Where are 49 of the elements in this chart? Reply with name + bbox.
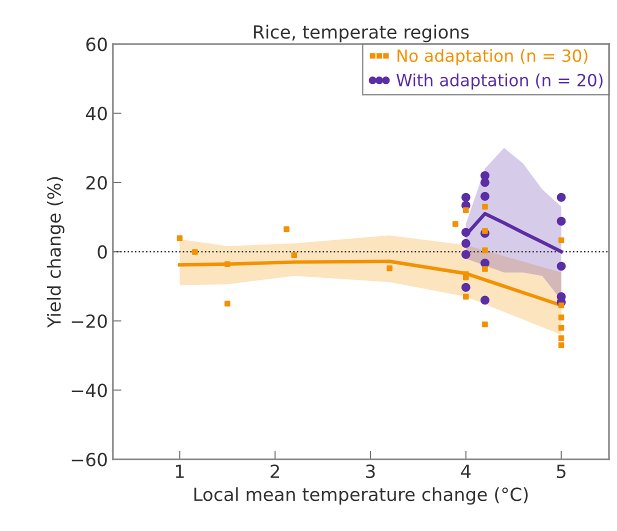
x-axis-title: Local mean temperature change (°C) bbox=[194, 487, 528, 505]
y-tick-label: 20 bbox=[86, 176, 107, 190]
point bbox=[480, 296, 490, 305]
y-tick-label: −40 bbox=[72, 384, 107, 398]
point bbox=[482, 266, 488, 272]
point bbox=[482, 247, 488, 254]
point bbox=[558, 314, 564, 320]
point bbox=[461, 282, 470, 292]
chart-title: Rice, temperate regions bbox=[254, 24, 469, 42]
point bbox=[192, 249, 198, 255]
point bbox=[482, 204, 488, 210]
point bbox=[224, 300, 230, 306]
y-tick-label: −60 bbox=[72, 452, 107, 466]
point bbox=[462, 207, 469, 214]
legend-label: With adaptation (n = 20) bbox=[396, 74, 603, 90]
point bbox=[291, 252, 298, 258]
x-tick-label: 2 bbox=[270, 464, 280, 478]
y-axis-title: Yield change (%) bbox=[46, 177, 64, 328]
y-tick-label: 40 bbox=[86, 106, 107, 120]
point bbox=[482, 321, 488, 328]
x-tick-label: 1 bbox=[176, 464, 184, 478]
y-tick-label: 60 bbox=[86, 38, 107, 52]
y-tick-label: 0 bbox=[98, 245, 107, 259]
point bbox=[462, 294, 469, 300]
point bbox=[452, 221, 458, 227]
point bbox=[482, 228, 488, 234]
point bbox=[556, 192, 566, 202]
x-tick-label: 4 bbox=[461, 464, 471, 478]
point bbox=[480, 258, 490, 268]
x-tick-label: 3 bbox=[366, 464, 375, 478]
point bbox=[461, 192, 470, 202]
point bbox=[176, 235, 183, 242]
x-tick-label: 5 bbox=[556, 464, 566, 478]
point bbox=[480, 192, 490, 201]
point bbox=[556, 216, 566, 226]
point bbox=[461, 228, 470, 237]
point bbox=[224, 261, 230, 268]
point bbox=[461, 250, 470, 259]
point bbox=[558, 335, 564, 342]
legend-label: No adaptation (n = 30) bbox=[398, 49, 588, 66]
point bbox=[558, 237, 564, 244]
point bbox=[284, 226, 290, 232]
point bbox=[386, 265, 392, 272]
point bbox=[558, 302, 564, 308]
point bbox=[556, 262, 566, 271]
point bbox=[558, 342, 564, 348]
point bbox=[558, 324, 564, 331]
point bbox=[461, 238, 470, 248]
y-tick-label: −20 bbox=[72, 314, 107, 328]
